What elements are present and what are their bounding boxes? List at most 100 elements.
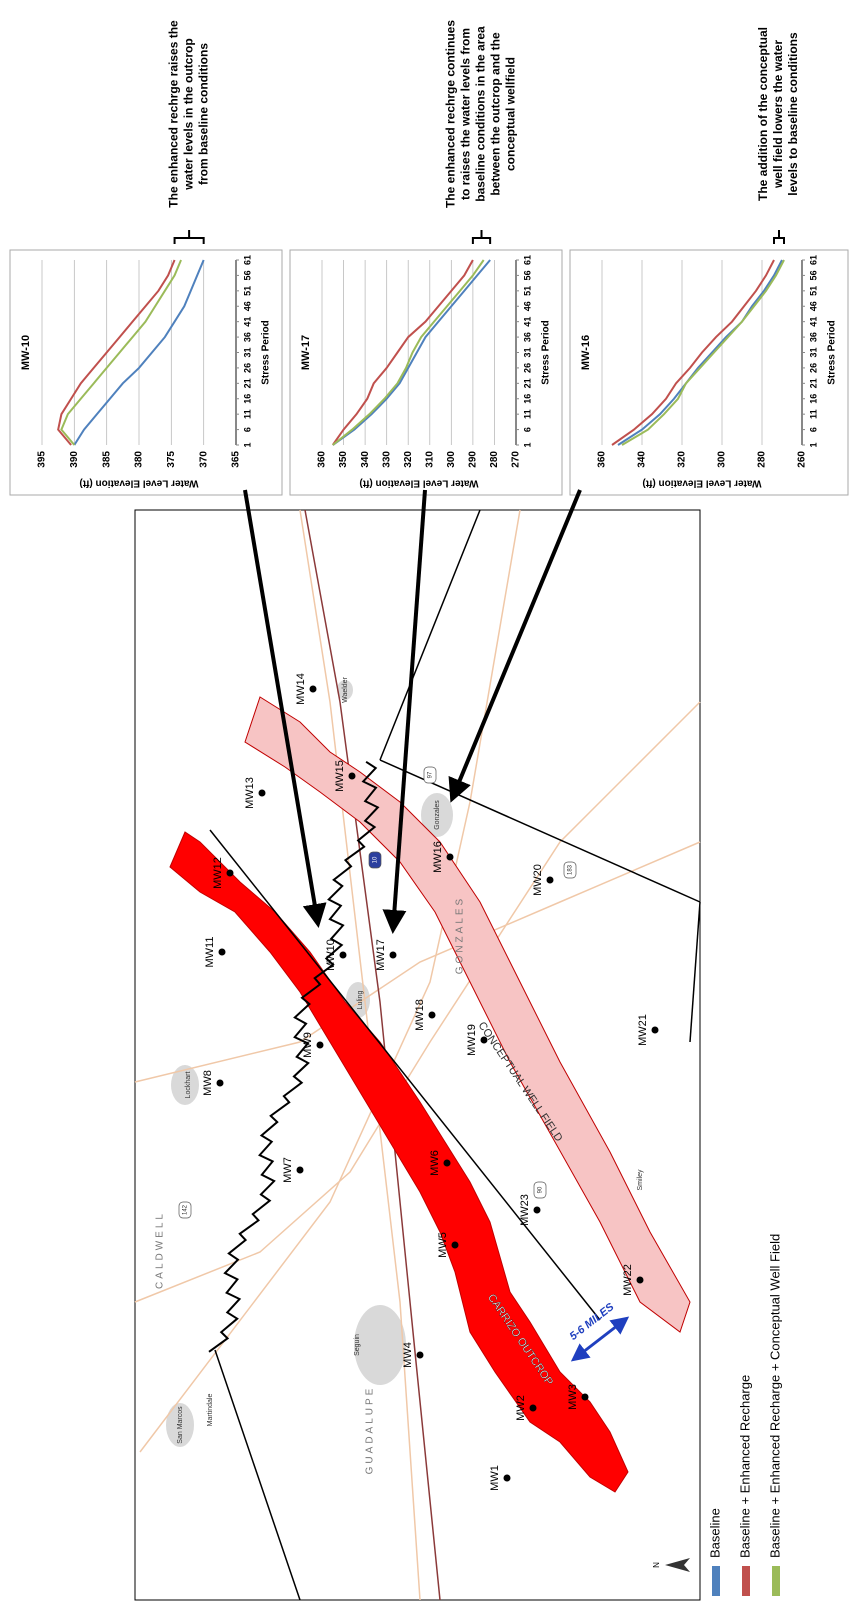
well-point <box>428 1011 436 1019</box>
x-tick-label: 11 <box>522 409 532 419</box>
y-tick-label: 300 <box>717 451 728 468</box>
y-axis-label: Water Level Elevation (ft) <box>79 477 198 488</box>
y-tick-label: 375 <box>166 451 177 468</box>
town-label: Seguin <box>354 1334 361 1356</box>
town-label: Gonzales <box>434 800 441 830</box>
x-tick-label: 51 <box>522 286 532 296</box>
town-area <box>171 1065 199 1105</box>
well-label: MW5 <box>437 1232 449 1258</box>
well-label: MW9 <box>302 1032 314 1058</box>
well-point <box>218 948 226 956</box>
x-tick-label: 36 <box>242 332 252 342</box>
arrow <box>243 489 327 928</box>
town-label: Waelder <box>342 676 349 702</box>
highway-label: 10 <box>373 856 379 863</box>
x-tick-label: 11 <box>808 409 818 419</box>
y-tick-label: 365 <box>231 451 242 468</box>
well-label: MW17 <box>375 939 387 971</box>
y-tick-label: 280 <box>757 451 768 468</box>
road <box>299 509 421 1601</box>
well-label: MW12 <box>212 857 224 889</box>
x-tick-label: 46 <box>522 301 532 311</box>
arrow <box>382 489 427 934</box>
y-tick-label: 360 <box>317 451 328 468</box>
y-axis-label: Water Level Elevation (ft) <box>642 477 761 488</box>
distance-arrow <box>570 1316 630 1362</box>
river <box>208 760 380 1353</box>
town-label: Martindale <box>207 1394 214 1427</box>
well-label: MW20 <box>532 864 544 896</box>
y-tick-label: 300 <box>446 451 457 468</box>
highway-shield <box>533 1181 547 1199</box>
well-label: MW8 <box>202 1070 214 1096</box>
town-label: Smiley <box>637 1169 644 1191</box>
y-tick-label: 385 <box>101 451 112 468</box>
x-tick-label: 61 <box>242 255 252 265</box>
highway-shield <box>368 851 382 869</box>
x-tick-label: 61 <box>808 255 818 265</box>
well-point <box>451 1241 459 1249</box>
well-point <box>389 951 397 959</box>
x-tick-label: 56 <box>242 270 252 280</box>
x-tick-label: 26 <box>242 363 252 373</box>
annotation: The addition of the conceptual <box>756 27 770 201</box>
chart-title: MW-16 <box>580 335 592 370</box>
legend-label: Baseline + Enhanced Recharge <box>737 1375 752 1558</box>
x-tick-label: 61 <box>522 255 532 265</box>
x-tick-label: 26 <box>808 363 818 373</box>
x-tick-label: 16 <box>242 394 252 404</box>
well-point <box>443 1159 451 1167</box>
well-label: MW7 <box>282 1157 294 1183</box>
well-point <box>533 1206 541 1214</box>
x-tick-label: 26 <box>522 363 532 373</box>
y-tick-label: 390 <box>69 451 80 468</box>
annotation: to raises the water levels from <box>459 28 473 200</box>
north-arrow <box>665 1558 690 1572</box>
series-line <box>332 259 485 446</box>
well-point <box>416 1351 424 1359</box>
x-tick-label: 36 <box>808 332 818 342</box>
town-area <box>166 1403 194 1447</box>
well-point <box>258 789 266 797</box>
x-tick-label: 41 <box>522 317 532 327</box>
legend-label: Baseline <box>707 1508 722 1558</box>
town-area <box>421 793 453 837</box>
well-point <box>480 1036 488 1044</box>
well-point <box>296 1166 304 1174</box>
series-line <box>611 259 775 446</box>
road <box>139 509 521 1453</box>
well-point <box>216 1079 224 1087</box>
well-label: MW16 <box>432 841 444 873</box>
series-line <box>617 259 783 446</box>
well-point <box>339 951 347 959</box>
well-label: MW18 <box>414 999 426 1031</box>
annotation: well field lowers the water <box>771 40 785 189</box>
well-point <box>316 1041 324 1049</box>
x-tick-label: 36 <box>522 332 532 342</box>
well-point <box>348 772 356 780</box>
x-tick-label: 6 <box>808 427 818 432</box>
chart-title: MW-17 <box>300 335 312 370</box>
well-point <box>503 1474 511 1482</box>
highway-label: 90 <box>538 1186 544 1193</box>
well-label: MW10 <box>325 939 337 971</box>
railroad <box>304 509 441 1601</box>
y-axis-label: Water Level Elevation (ft) <box>359 477 478 488</box>
town-label: San Marcos <box>177 1406 184 1444</box>
well-label: MW11 <box>204 937 216 968</box>
series-line <box>57 259 176 446</box>
well-point <box>636 1276 644 1284</box>
well-label: MW19 <box>466 1024 478 1056</box>
well-label: MW14 <box>295 673 307 705</box>
well-label: MW22 <box>622 1264 634 1296</box>
county-line <box>379 759 701 903</box>
x-tick-label: 21 <box>242 378 252 388</box>
annotation: from baseline conditions <box>196 43 210 185</box>
bracket <box>471 230 492 244</box>
x-tick-label: 11 <box>242 409 252 419</box>
well-label: MW1 <box>489 1465 501 1491</box>
road <box>134 841 701 1083</box>
x-tick-label: 51 <box>808 286 818 296</box>
series-line <box>331 259 474 446</box>
